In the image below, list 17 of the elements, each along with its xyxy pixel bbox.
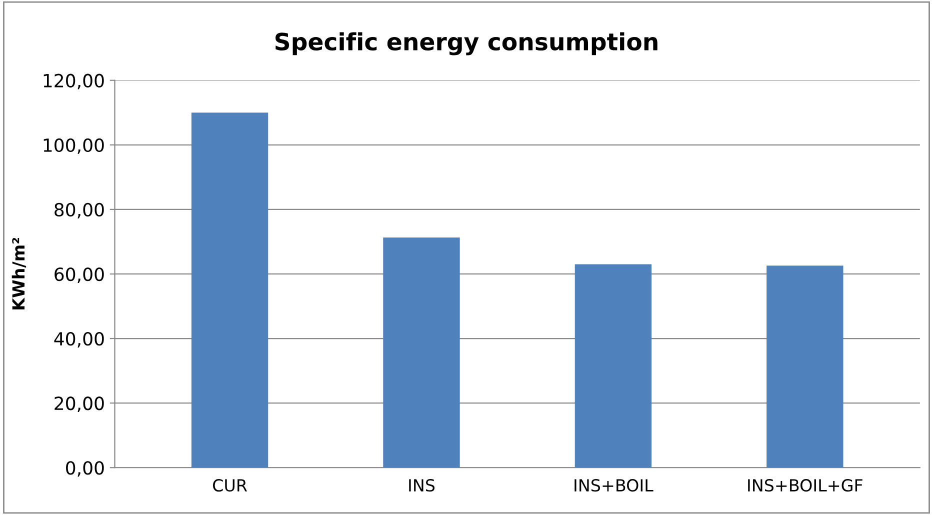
- bar: [574, 264, 652, 468]
- bar: [383, 238, 460, 468]
- y-tick-label: 120,00: [44, 74, 104, 90]
- bar: [191, 112, 268, 468]
- chart-title: Specific energy consumption: [276, 32, 658, 56]
- y-tick-label: 40,00: [54, 332, 104, 348]
- y-axis-title: KWh/m²: [12, 238, 26, 310]
- y-tick-label: 60,00: [54, 267, 104, 283]
- y-tick-label: 100,00: [44, 138, 104, 154]
- bar: [766, 266, 844, 468]
- x-tick-label: INS: [409, 479, 435, 492]
- x-tick-label: CUR: [213, 479, 248, 492]
- x-tick-label: INS+BOIL+GF: [748, 479, 862, 492]
- y-tick-label: 80,00: [54, 202, 104, 218]
- y-tick-label: 0,00: [66, 461, 104, 477]
- y-tick-label: 20,00: [54, 396, 104, 412]
- x-tick-label: INS+BOIL: [574, 479, 654, 492]
